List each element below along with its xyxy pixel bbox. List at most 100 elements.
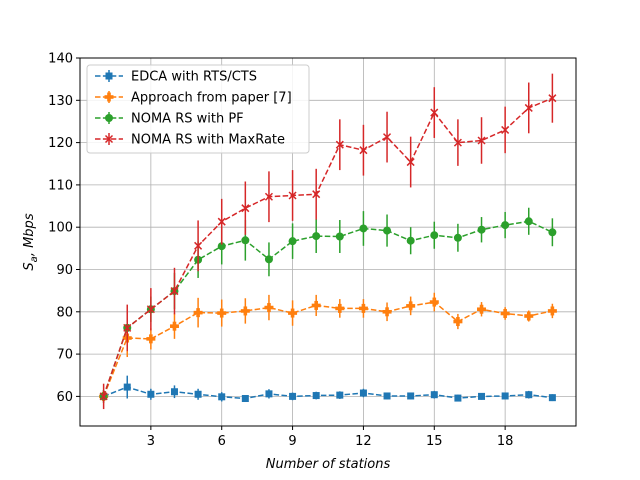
plus-marker [169,321,179,331]
plus-marker-v [432,297,437,307]
y-tick-label: 70 [56,348,73,363]
x-marker-stroke [146,305,155,314]
legend-label: EDCA with RTS/CTS [131,70,257,85]
x-tick-label: 15 [426,434,443,449]
plus-marker-v [408,301,413,311]
circle-marker [383,226,392,235]
square-marker [194,390,202,398]
circle-marker [359,224,368,233]
plus-marker-v [550,306,555,316]
square-marker [336,391,344,399]
circle-marker [453,233,462,242]
legend-label: NOMA RS with PF [131,112,244,127]
plus-marker [193,308,203,318]
legend: EDCA with RTS/CTS Approach from paper [7]… [86,64,310,154]
x-marker-stroke [170,287,179,296]
x-marker-stroke [359,146,368,155]
circle-marker [548,228,557,237]
plus-marker [524,311,534,321]
square-marker [548,394,556,402]
plus-marker-v [456,317,460,327]
x-marker-stroke [335,140,344,149]
y-tick-label: 100 [48,221,73,236]
square-marker [478,392,486,400]
x-marker-stroke [383,133,392,142]
x-marker [335,140,344,149]
legend-label: NOMA RS with MaxRate [131,133,285,148]
series-1 [100,375,556,403]
plus-marker [264,303,274,313]
circle-marker [288,237,297,246]
plus-marker-v [172,321,177,331]
square-marker [312,392,320,400]
series-4 [99,73,557,410]
square-marker [170,388,178,396]
x-marker [453,138,462,147]
plus-marker [382,307,392,317]
x-marker-stroke [477,136,486,145]
plus-marker-v [196,308,200,318]
plot-frame [79,57,577,427]
y-tick-label: 110 [48,178,73,193]
y-tick-label: 90 [56,263,73,278]
series-line [102,97,553,397]
x-marker-stroke [288,191,297,200]
y-tick-label: 60 [56,390,73,405]
y-axis-label-unit: , Mbps [22,213,37,256]
plus-marker [146,334,156,344]
x-marker-stroke [99,392,108,401]
y-tick-label: 80 [56,305,73,320]
plus-marker-v [338,303,342,313]
circle-marker [501,221,510,230]
x-tick-label: 18 [497,434,514,449]
x-marker-stroke [312,190,321,199]
plus-marker-v [267,303,271,313]
series-line [102,220,553,397]
series-layer [99,73,557,410]
x-marker-stroke [453,138,462,147]
plus-marker-v [385,307,389,317]
plus-marker-v [503,308,507,318]
y-tick-label: 120 [48,136,73,151]
series-line [102,301,553,397]
x-marker-stroke [104,134,114,144]
x-axis-label: Number of stations [266,457,391,472]
circle-marker [105,114,113,122]
series-2 [99,292,557,403]
plus-marker-v [314,300,318,310]
circle-marker [264,255,273,264]
x-tick-label: 6 [218,434,226,449]
y-tick-label: 140 [48,52,73,67]
square-marker [501,392,509,400]
square-marker [383,392,391,400]
square-marker [407,392,415,400]
x-marker [123,323,132,332]
circle-marker [335,232,344,241]
x-marker [170,287,179,296]
square-marker [105,72,113,80]
x-marker-stroke [123,323,132,332]
plus-marker-v [219,308,224,318]
y-axis-label-subscript: a [29,256,40,262]
plus-marker [547,306,557,316]
x-marker [104,134,114,144]
square-marker [147,390,155,398]
x-marker [241,204,250,213]
plus-marker [104,92,114,102]
x-marker [312,190,321,199]
x-marker [99,392,108,401]
x-marker-stroke [194,241,203,250]
circle-marker [524,217,533,226]
legend-frame [86,64,310,154]
x-marker-stroke [524,103,533,112]
circle-marker [430,231,439,240]
x-marker-stroke [241,204,250,213]
plus-marker [453,317,463,327]
plus-marker [358,303,368,313]
x-marker [548,94,557,103]
x-marker-stroke [430,108,439,117]
x-marker [359,146,368,155]
y-axis-label: Sa, Mbps [22,213,40,270]
legend-item: NOMA RS with PF [95,112,244,127]
square-marker [265,390,273,398]
